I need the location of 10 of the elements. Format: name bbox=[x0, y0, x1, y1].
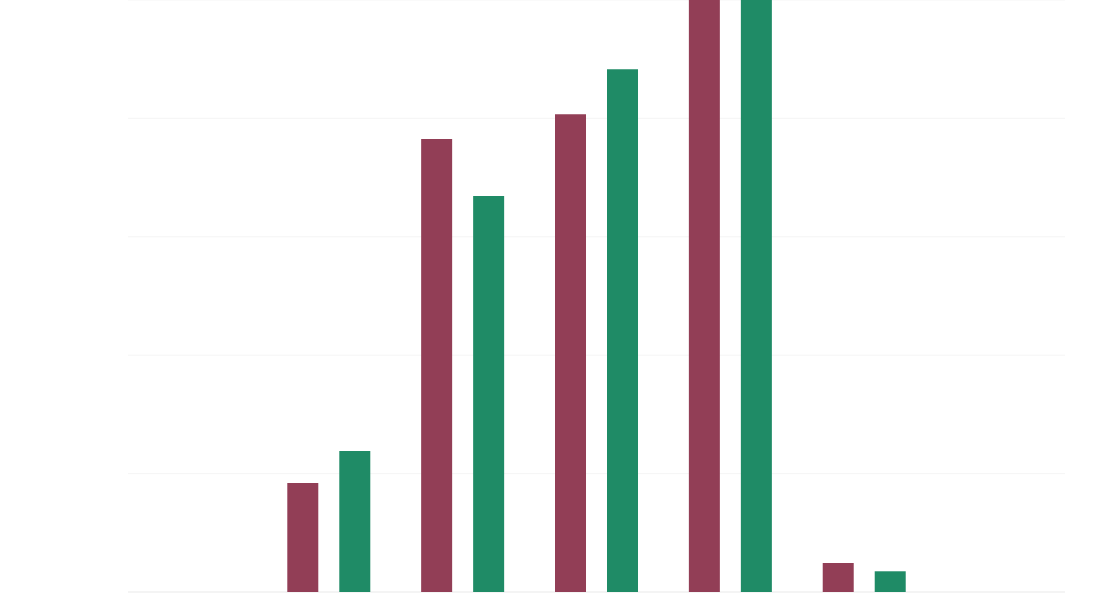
bar bbox=[822, 562, 854, 592]
bar bbox=[607, 69, 638, 592]
bar bbox=[555, 114, 586, 592]
bar bbox=[473, 195, 505, 592]
bar bbox=[688, 0, 720, 592]
bar bbox=[740, 0, 772, 592]
bar bbox=[339, 451, 371, 592]
bar bbox=[287, 483, 319, 592]
bar bbox=[421, 139, 453, 592]
bar bbox=[874, 571, 906, 592]
